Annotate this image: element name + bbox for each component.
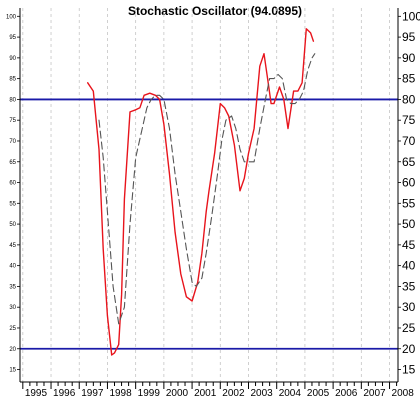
y-tick-left-label-45: 45 — [9, 243, 16, 249]
signal-dashed-line — [98, 53, 316, 325]
y-tick-right-label-100: 100 — [402, 9, 420, 23]
y-tick-right-label-55: 55 — [402, 196, 416, 210]
x-tick-label-2000: 2000 — [166, 388, 189, 399]
x-tick-label-2006: 2006 — [335, 388, 358, 399]
reference-lines — [20, 98, 398, 350]
x-tick-label-1996: 1996 — [53, 388, 76, 399]
y-tick-right-label-35: 35 — [402, 279, 416, 293]
y-tick-left-label-15: 15 — [9, 368, 16, 374]
y-tick-left-label-60: 60 — [9, 181, 16, 187]
y-tick-right-label-95: 95 — [402, 30, 416, 44]
y-tick-right-label-20: 20 — [402, 342, 416, 356]
y-tick-left-label-55: 55 — [9, 201, 16, 207]
y-tick-left-label-75: 75 — [9, 118, 16, 124]
y-tick-left-label-35: 35 — [9, 284, 16, 290]
y-tick-right-label-30: 30 — [402, 300, 416, 314]
x-tick-label-1999: 1999 — [138, 388, 161, 399]
y-tick-right-label-65: 65 — [402, 155, 416, 169]
y-tick-right-label-80: 80 — [402, 92, 416, 106]
chart-title: Stochastic Oscillator (94.0895) — [128, 4, 302, 18]
y-tick-left-label-95: 95 — [9, 35, 16, 41]
x-tick-label-1997: 1997 — [81, 388, 104, 399]
x-tick-label-2008: 2008 — [392, 388, 415, 399]
y-tick-right-label-75: 75 — [402, 113, 416, 127]
y-tick-labels-right: 15 20 25 30 35 40 45 50 55 60 65 70 75 80 85 90 95 100 — [398, 9, 420, 377]
x-tick-label-2007: 2007 — [363, 388, 386, 399]
y-tick-left-label-25: 25 — [9, 326, 16, 332]
y-tick-right-label-45: 45 — [402, 238, 416, 252]
y-tick-right-label-70: 70 — [402, 134, 416, 148]
y-tick-right-label-90: 90 — [402, 51, 416, 65]
series-lines — [86, 28, 316, 356]
y-tick-right-label-60: 60 — [402, 176, 416, 190]
y-tick-left-label-40: 40 — [9, 264, 16, 270]
vertical-grid — [22, 8, 390, 382]
oscillator-solid-line — [86, 28, 315, 356]
y-tick-right-label-50: 50 — [402, 217, 416, 231]
y-tick-right-label-15: 15 — [402, 363, 416, 377]
x-tick-label-2002: 2002 — [222, 388, 245, 399]
x-tick-label-2004: 2004 — [279, 388, 302, 399]
x-tick-label-2003: 2003 — [250, 388, 273, 399]
y-tick-labels-left: 15 20 25 30 35 40 45 50 55 60 65 70 75 80 85 90 95 100 — [6, 14, 20, 374]
y-tick-left-label-50: 50 — [9, 222, 16, 228]
y-tick-right-label-25: 25 — [402, 321, 416, 335]
axes — [19, 8, 399, 389]
y-tick-left-label-20: 20 — [9, 347, 16, 353]
x-tick-labels: 1995 1996 1997 1998 1999 2000 2001 2002 2003 2004… — [25, 388, 414, 399]
x-tick-label-2005: 2005 — [307, 388, 330, 399]
y-tick-left-label-100: 100 — [6, 14, 17, 20]
y-tick-left-label-90: 90 — [9, 56, 16, 62]
y-tick-left-label-70: 70 — [9, 139, 16, 145]
y-tick-left-label-85: 85 — [9, 77, 16, 83]
y-tick-left-label-80: 80 — [9, 97, 16, 103]
y-tick-left-label-30: 30 — [9, 305, 16, 311]
y-tick-left-label-65: 65 — [9, 160, 16, 166]
x-tick-label-2001: 2001 — [194, 388, 217, 399]
y-tick-right-label-85: 85 — [402, 72, 416, 86]
x-tick-label-1995: 1995 — [25, 388, 48, 399]
x-tick-label-1998: 1998 — [109, 388, 132, 399]
y-tick-right-label-40: 40 — [402, 259, 416, 273]
